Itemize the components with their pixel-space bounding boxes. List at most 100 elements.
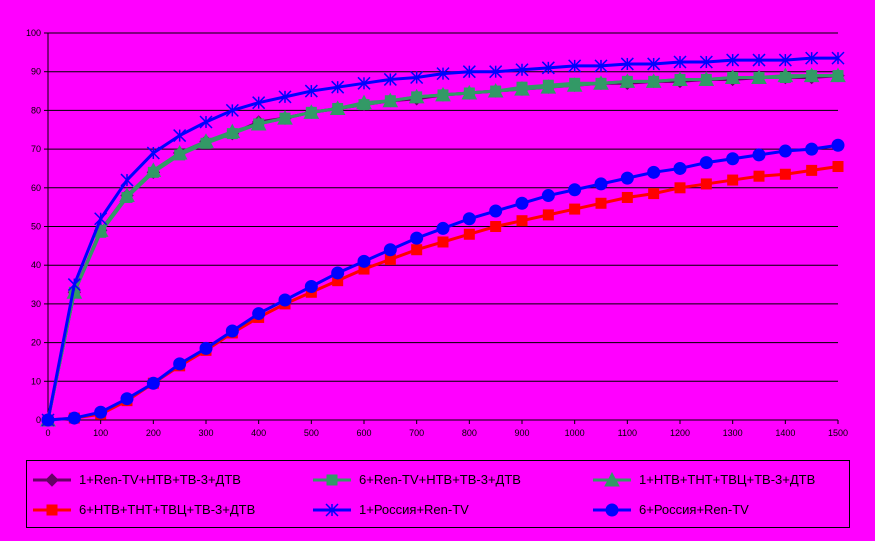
series-4-point-18 bbox=[516, 215, 528, 227]
series-5 bbox=[41, 51, 845, 427]
series-3-point-22 bbox=[619, 73, 636, 88]
legend-swatch-5 bbox=[313, 503, 351, 517]
series-2-line bbox=[46, 74, 838, 421]
series-6-point-17 bbox=[489, 204, 503, 218]
legend-swatch-2 bbox=[313, 474, 351, 486]
x-tick-label-200: 200 bbox=[146, 428, 161, 438]
y-tick-label-30: 30 bbox=[31, 299, 41, 309]
series-6-point-20 bbox=[568, 183, 582, 197]
legend-marker bbox=[326, 474, 338, 486]
series-5-point-30 bbox=[831, 51, 845, 65]
series-3-point-26 bbox=[724, 69, 741, 85]
y-tick-label-80: 80 bbox=[31, 105, 41, 115]
series-4-point-27 bbox=[753, 170, 765, 182]
series-4-point-20 bbox=[569, 203, 581, 215]
series-5-point-25 bbox=[699, 55, 713, 69]
series-3-point-30 bbox=[830, 67, 846, 83]
series-6-point-19 bbox=[541, 189, 555, 203]
series-4-line bbox=[47, 165, 839, 422]
legend-marker bbox=[45, 473, 59, 487]
series-5-point-4 bbox=[146, 146, 160, 160]
series-5-point-6 bbox=[199, 115, 213, 129]
series-6-point-23 bbox=[647, 165, 661, 179]
y-tick-label-90: 90 bbox=[31, 67, 41, 77]
series-3-point-11 bbox=[329, 100, 346, 115]
legend-label-4: 6+НТВ+ТНТ+ТВЦ+ТВ-3+ДТВ bbox=[79, 502, 256, 517]
series-3-point-12 bbox=[356, 94, 372, 110]
series-3-point-9 bbox=[277, 110, 293, 125]
series-5-point-24 bbox=[673, 55, 687, 69]
series-4-point-15 bbox=[437, 236, 449, 248]
x-tick-label-1200: 1200 bbox=[670, 428, 690, 438]
series-4-point-23 bbox=[648, 188, 660, 200]
series-6-point-26 bbox=[726, 152, 740, 166]
legend-swatch-3 bbox=[593, 472, 631, 487]
series-6-point-25 bbox=[699, 156, 713, 170]
series-6-point-8 bbox=[252, 307, 266, 321]
series-5-point-20 bbox=[568, 59, 582, 73]
y-tick-label-10: 10 bbox=[31, 376, 41, 386]
series-3-point-10 bbox=[303, 104, 320, 119]
series-6-point-12 bbox=[357, 254, 371, 268]
legend-label-1: 1+Ren-TV+НТВ+ТВ-3+ДТВ bbox=[79, 472, 241, 487]
legend-swatch-1 bbox=[33, 473, 71, 487]
series-6-point-5 bbox=[173, 357, 187, 371]
series-4-point-29 bbox=[806, 164, 818, 176]
series-5-point-8 bbox=[252, 96, 266, 110]
series-5-point-14 bbox=[410, 70, 424, 85]
series-4-point-21 bbox=[595, 197, 607, 209]
x-tick-label-300: 300 bbox=[198, 428, 213, 438]
legend-label-3: 1+НТВ+ТНТ+ТВЦ+ТВ-3+ДТВ bbox=[639, 472, 816, 487]
series-5-point-1 bbox=[67, 278, 81, 292]
axes bbox=[44, 32, 839, 424]
series-6-point-22 bbox=[620, 171, 634, 185]
series-6-line bbox=[47, 143, 839, 422]
x-tick-label-1400: 1400 bbox=[775, 428, 795, 438]
series-3-point-28 bbox=[777, 67, 794, 83]
series-5-point-10 bbox=[304, 84, 318, 98]
series-6-point-0 bbox=[41, 413, 55, 427]
series-6-point-4 bbox=[146, 376, 160, 390]
x-tick-label-0: 0 bbox=[45, 428, 50, 438]
series-5-point-16 bbox=[462, 65, 476, 79]
series-3-point-24 bbox=[672, 71, 688, 86]
series-6-point-1 bbox=[67, 411, 81, 425]
series-6-point-3 bbox=[120, 392, 134, 406]
series-5-point-23 bbox=[647, 57, 661, 71]
series-3-point-27 bbox=[751, 69, 767, 85]
series-4-point-28 bbox=[779, 168, 791, 180]
legend-marker bbox=[605, 503, 619, 517]
series-3-point-14 bbox=[408, 88, 425, 104]
series-3-point-21 bbox=[593, 75, 609, 90]
x-tick-label-900: 900 bbox=[514, 428, 529, 438]
x-tick-label-500: 500 bbox=[304, 428, 319, 438]
series-3-point-19 bbox=[540, 79, 557, 94]
series-5-point-12 bbox=[357, 76, 371, 90]
legend-label-6: 6+Россия+Ren-TV bbox=[639, 502, 749, 517]
series-5-point-5 bbox=[173, 129, 187, 143]
legend-marker bbox=[604, 472, 620, 487]
legend-swatch-4 bbox=[33, 504, 71, 516]
series-2 bbox=[42, 70, 844, 426]
series-5-point-21 bbox=[594, 59, 608, 73]
series-3-point-4 bbox=[145, 162, 162, 177]
series-6-point-27 bbox=[752, 148, 766, 162]
series-6-point-14 bbox=[410, 231, 424, 245]
series-6-point-10 bbox=[304, 279, 318, 293]
x-tick-label-800: 800 bbox=[462, 428, 477, 438]
series-6-point-15 bbox=[436, 221, 450, 235]
series-6-point-21 bbox=[594, 177, 608, 191]
series-6-point-16 bbox=[462, 212, 476, 226]
series-4-point-17 bbox=[490, 221, 502, 232]
series-6-point-13 bbox=[383, 243, 397, 257]
series-4-point-24 bbox=[674, 182, 686, 194]
series-4-point-25 bbox=[700, 178, 712, 190]
legend-marker bbox=[325, 503, 339, 517]
series-1 bbox=[41, 68, 845, 427]
series-6-point-30 bbox=[831, 138, 845, 152]
series-4-point-26 bbox=[727, 174, 739, 186]
series-3-point-13 bbox=[382, 92, 399, 108]
series-3-point-6 bbox=[198, 133, 214, 148]
series-5-point-19 bbox=[541, 61, 555, 75]
series-4-point-30 bbox=[832, 161, 844, 173]
